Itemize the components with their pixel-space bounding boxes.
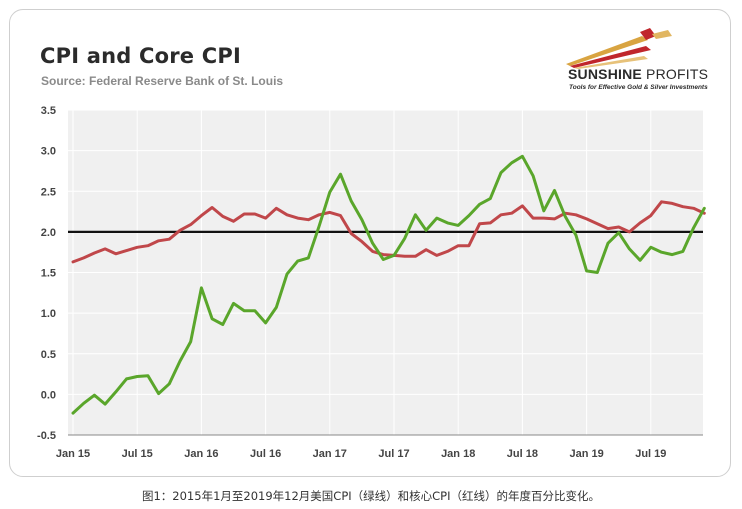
x-tick-label: Jul 16 — [250, 448, 281, 460]
logo-name-sunshine: SUNSHINE — [568, 66, 642, 82]
figure-caption: 图1：2015年1月至2019年12月美国CPI（绿线）和核心CPI（红线）的年… — [141, 489, 600, 503]
y-tick-label: 0.0 — [41, 389, 56, 401]
x-tick-label: Jul 15 — [122, 448, 153, 460]
y-axis-ticks: 3.5 3.0 2.5 2.0 1.5 1.0 0.5 0.0 -0.5 — [37, 105, 56, 442]
y-tick-label: 2.0 — [41, 227, 56, 239]
x-tick-label: Jan 15 — [56, 448, 90, 460]
x-tick-label: Jan 19 — [569, 448, 603, 460]
x-tick-label: Jan 16 — [184, 448, 218, 460]
x-tick-label: Jul 19 — [635, 448, 666, 460]
x-tick-label: Jan 17 — [313, 448, 347, 460]
y-tick-label: -0.5 — [37, 430, 56, 442]
y-tick-label: 0.5 — [41, 349, 56, 361]
logo-name-profits: PROFITS — [641, 66, 709, 82]
x-tick-label: Jul 17 — [378, 448, 409, 460]
logo-icon — [566, 28, 672, 69]
logo-tagline: Tools for Effective Gold & Silver Invest… — [569, 84, 708, 91]
series-line-cpi — [71, 154, 706, 415]
chart-title: CPI and Core CPI — [40, 44, 241, 68]
x-axis-ticks: Jan 15 Jul 15 Jan 16 Jul 16 Jan 17 Jul 17 Jan … — [56, 448, 667, 460]
x-tick-label: Jul 18 — [507, 448, 538, 460]
y-tick-label: 2.5 — [41, 186, 56, 198]
cpi-line-chart: 3.5 3.0 2.5 2.0 1.5 1.0 0.5 0.0 -0.5 Jan 15 Jul 1… — [37, 105, 706, 460]
y-tick-label: 3.0 — [41, 146, 56, 158]
logo-name: SUNSHINE PROFITS — [568, 66, 708, 82]
y-tick-label: 1.0 — [41, 308, 56, 320]
y-tick-label: 3.5 — [41, 105, 56, 117]
series-line-core-cpi — [71, 200, 706, 264]
chart-source: Source: Federal Reserve Bank of St. Loui… — [41, 74, 284, 88]
x-tick-label: Jan 18 — [441, 448, 475, 460]
y-tick-label: 1.5 — [41, 268, 56, 280]
